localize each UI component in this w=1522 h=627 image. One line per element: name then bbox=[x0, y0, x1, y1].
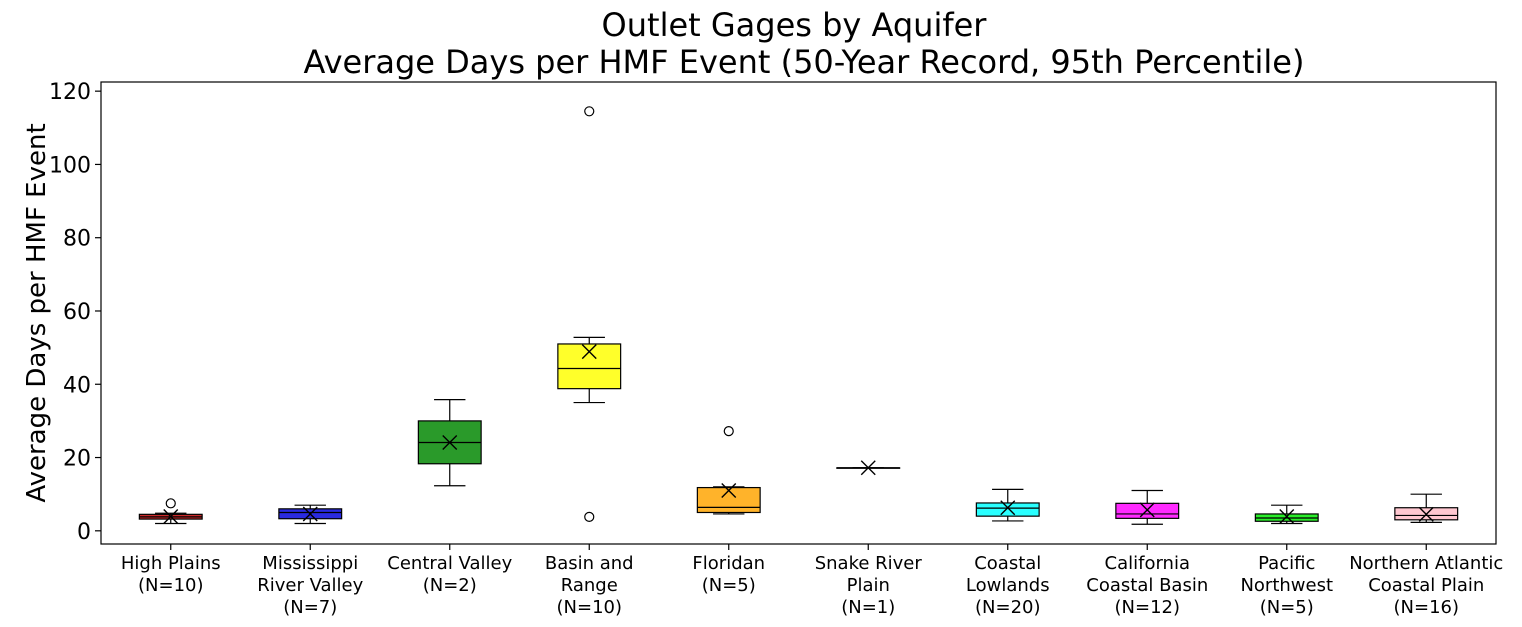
mean-marker bbox=[721, 483, 737, 499]
x-tick-label: Pacific Northwest (N=5) bbox=[1240, 553, 1333, 618]
y-axis-label: Average Days per HMF Event bbox=[22, 123, 52, 502]
x-tick-label: Floridan (N=5) bbox=[692, 553, 765, 596]
plot-frame bbox=[100, 81, 1497, 545]
outlier-point bbox=[723, 426, 734, 437]
box bbox=[696, 486, 761, 514]
x-tick-label: High Plains (N=10) bbox=[121, 553, 221, 596]
mean-marker bbox=[302, 506, 318, 522]
chart-title: Outlet Gages by Aquifer bbox=[602, 6, 988, 44]
mean-marker bbox=[581, 344, 597, 360]
box bbox=[975, 502, 1040, 517]
mean-marker bbox=[1418, 506, 1434, 522]
mean-marker bbox=[860, 460, 876, 476]
x-tick-label: Mississippi River Valley (N=7) bbox=[257, 553, 363, 618]
chart-subtitle: Average Days per HMF Event (50-Year Reco… bbox=[304, 43, 1305, 81]
mean-marker bbox=[1139, 502, 1155, 518]
x-tick-label: California Coastal Basin (N=12) bbox=[1086, 553, 1208, 618]
x-tick-label: Northern Atlantic Coastal Plain (N=16) bbox=[1349, 553, 1503, 618]
x-tick-label: Coastal Lowlands (N=20) bbox=[966, 553, 1050, 618]
y-tick-label: 120 bbox=[49, 80, 91, 105]
y-tick-label: 40 bbox=[63, 373, 91, 398]
x-tick-label: Basin and Range (N=10) bbox=[545, 553, 634, 618]
x-tick-label: Snake River Plain (N=1) bbox=[815, 553, 923, 618]
mean-marker bbox=[1279, 509, 1295, 525]
outlier-point bbox=[165, 498, 176, 509]
plot-area: 0 20 40 60 80 100 120 High Plains (N=10) Mississi… bbox=[49, 80, 1503, 618]
y-tick-label: 20 bbox=[63, 447, 91, 472]
mean-marker bbox=[1000, 500, 1016, 516]
x-tick-label: Central Valley (N=2) bbox=[387, 553, 512, 596]
outlier-point bbox=[584, 106, 595, 117]
mean-marker bbox=[442, 435, 458, 451]
mean-marker bbox=[163, 509, 179, 525]
y-tick-label: 60 bbox=[63, 300, 91, 325]
outlier-point bbox=[584, 511, 595, 522]
y-tick-label: 0 bbox=[77, 520, 91, 545]
y-tick-label: 100 bbox=[49, 153, 91, 178]
y-tick-label: 80 bbox=[63, 227, 91, 252]
